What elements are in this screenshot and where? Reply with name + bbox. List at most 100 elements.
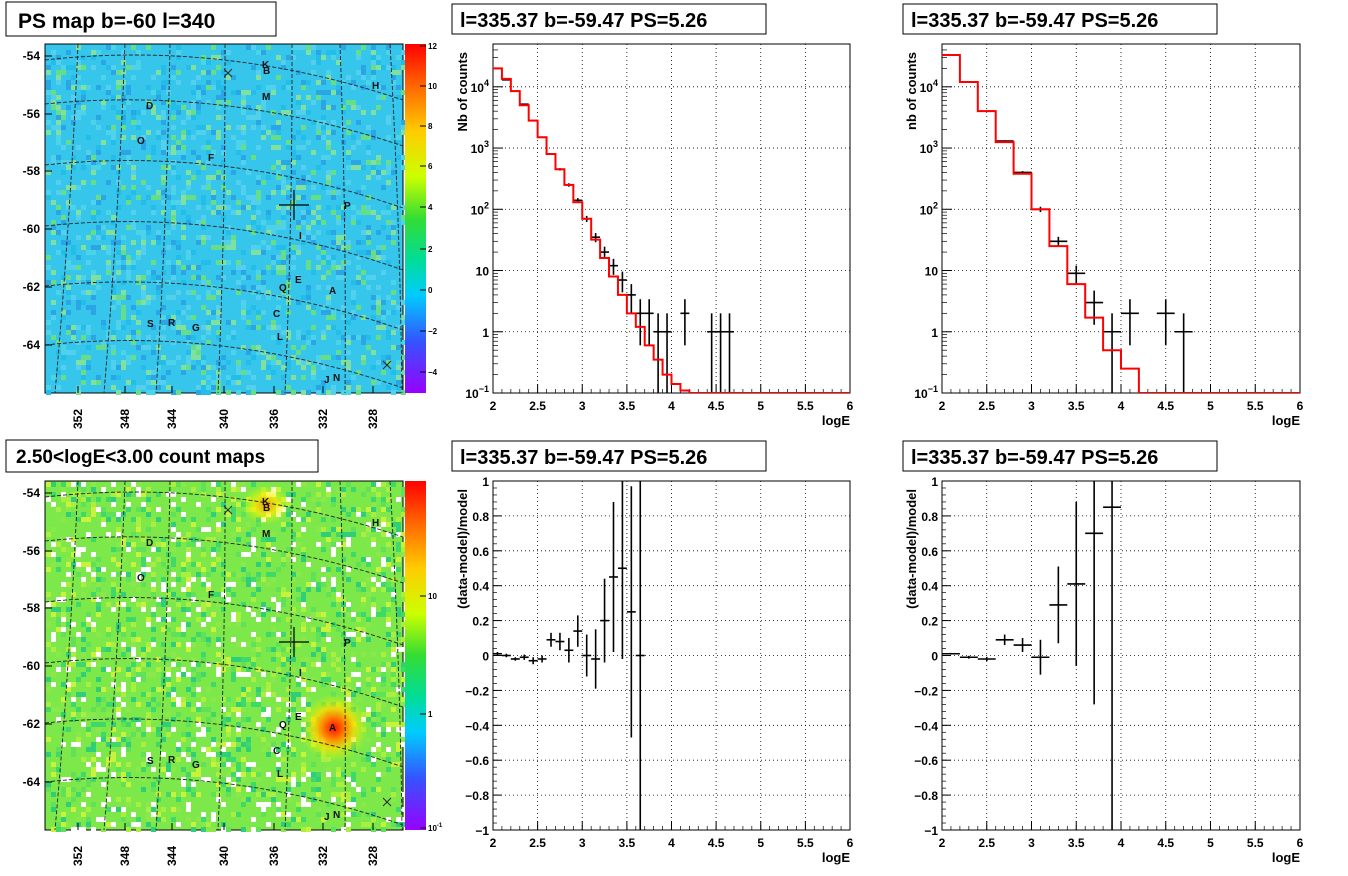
y-tick-label: −1 <box>475 824 489 838</box>
longitude-line <box>155 43 171 394</box>
spectrum-chart-2: l=335.37 b=-59.47 PS=5.26 2 2.5 3 3.5 4 4.5 5 5.… <box>902 3 1304 428</box>
y-tick-label: 0.4 <box>472 580 489 594</box>
y-tick-label: -64 <box>23 338 41 352</box>
y-tick-label: 0.8 <box>472 510 489 524</box>
x-tick-label: 2 <box>490 836 497 850</box>
map-title-box <box>5 1 277 37</box>
x-mark <box>223 505 233 515</box>
y-tick-label: 104 <box>920 78 938 95</box>
y-tick-label: 0 <box>931 650 938 664</box>
y-tick-label: 0.2 <box>921 615 938 629</box>
data-point <box>1067 501 1086 666</box>
marker-label: S <box>147 756 154 767</box>
y-tick-label: 0.4 <box>921 580 938 594</box>
x-tick-label: 328 <box>366 846 380 866</box>
ps-map-axes: -54 -56 -58 -60 -62 -64 352 348 344 340 336 332 328 <box>23 49 380 429</box>
data-point <box>1174 313 1193 393</box>
x-tick-label: 2 <box>939 836 946 850</box>
y-tick-label: 0.6 <box>472 545 489 559</box>
x-tick-label: 6 <box>847 399 854 413</box>
marker-label: I <box>299 231 302 242</box>
plot-frame <box>492 43 851 394</box>
x-tick-label: 344 <box>165 846 179 866</box>
data-point <box>1067 265 1086 285</box>
plot-area <box>493 67 850 393</box>
data-point <box>1156 299 1175 346</box>
colorbar-tick-label: 4 <box>428 203 433 212</box>
marker-label: L <box>277 769 283 780</box>
data-point <box>626 284 636 314</box>
chart-title-box <box>902 440 1218 472</box>
marker-label: C <box>273 746 280 757</box>
longitude-line <box>217 43 226 394</box>
marker-label: H <box>372 81 379 92</box>
chart-title-box <box>902 3 1218 35</box>
x-tick-label: 332 <box>316 409 330 429</box>
y-tick-label: 1 <box>482 475 489 489</box>
marker-label: J <box>324 812 330 823</box>
marker-label: K <box>262 60 270 71</box>
y-tick-label: -64 <box>23 775 41 789</box>
latitude-line <box>44 536 404 584</box>
x-tick-label: 4 <box>668 836 675 850</box>
marker-label: B <box>263 503 270 514</box>
data-point <box>591 629 601 689</box>
longitude-line <box>389 480 403 831</box>
x-tick-label: 6 <box>1297 399 1304 413</box>
data-point <box>635 481 645 830</box>
y-tick-label: 102 <box>920 200 938 217</box>
x-tick-label: 2 <box>490 399 497 413</box>
data-point <box>1085 481 1104 705</box>
count-map-colorbar <box>405 481 426 830</box>
data-point <box>1085 290 1104 325</box>
data-point <box>564 638 574 663</box>
y-tick-label: -58 <box>23 164 41 178</box>
y-tick-label: 103 <box>920 139 938 156</box>
colorbar-tick-label: 10-1 <box>428 823 443 833</box>
data-point <box>716 313 726 393</box>
longitude-line <box>103 480 126 831</box>
x-tick-label: 5.5 <box>797 399 814 413</box>
x-axis-label: logE <box>822 850 850 865</box>
y-axis-label: (data-model)/model <box>455 489 470 609</box>
marker-label: P <box>344 638 351 649</box>
marker-label: J <box>324 375 330 386</box>
y-tick-label: 10−1 <box>465 384 489 401</box>
y-tick-label: -54 <box>23 49 41 63</box>
x-tick-label: 4 <box>1118 399 1125 413</box>
y-tick-label: 104 <box>471 78 489 95</box>
data-point <box>635 299 645 346</box>
marker-label: M <box>262 529 270 540</box>
y-tick-label: -60 <box>23 222 41 236</box>
count-map-markers: KB H M D O F P I QE A S R G C L J N <box>137 497 392 823</box>
x-tick-label: 6 <box>847 836 854 850</box>
data-point <box>609 501 618 653</box>
x-tick-label: 3.5 <box>1068 836 1085 850</box>
marker-label: I <box>299 668 302 679</box>
x-tick-label: 3 <box>579 836 586 850</box>
y-tick-label: -54 <box>23 486 41 500</box>
data-point <box>942 652 960 655</box>
count-map-graticule <box>44 480 404 831</box>
data-point <box>501 653 511 658</box>
data-point <box>1103 313 1121 393</box>
data-point <box>510 657 520 661</box>
y-tick-label: −0.6 <box>465 754 489 768</box>
marker-label: F <box>208 590 214 601</box>
plot-frame <box>941 480 1301 831</box>
data-point <box>977 656 996 662</box>
latitude-line <box>44 160 404 209</box>
x-tick-label: 2.5 <box>978 836 995 850</box>
longitude-line <box>217 480 226 831</box>
chart-title: l=335.37 b=-59.47 PS=5.26 <box>911 447 1158 469</box>
data-point <box>653 313 663 393</box>
count-map-axes: -54 -56 -58 -60 -62 -64 352 348 344 340 336 332 328 <box>23 486 380 866</box>
chart-title-box <box>451 3 767 35</box>
x-tick-label: 5 <box>757 399 764 413</box>
latitude-line <box>44 99 404 147</box>
x-tick-label: 5 <box>1207 836 1214 850</box>
map-panel-counts: 2.50<logE<3.00 count maps KB H M D O F P I QE A S R… <box>5 439 443 866</box>
x-tick-label: 5.5 <box>797 836 814 850</box>
hotspot-k <box>242 485 290 525</box>
marker-label: A <box>329 286 336 297</box>
